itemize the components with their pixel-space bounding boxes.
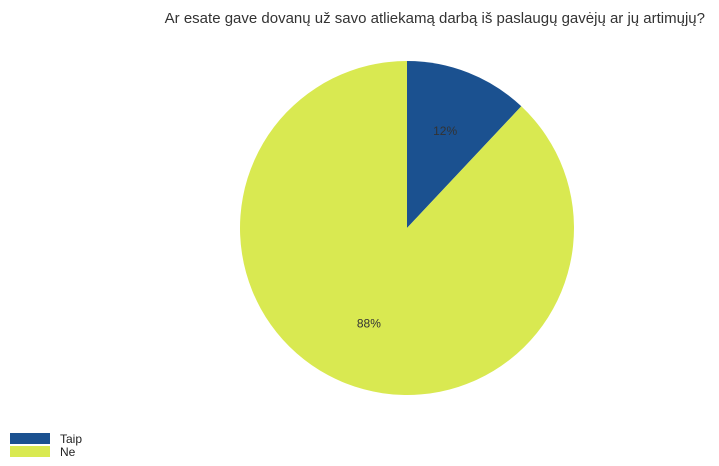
legend: Taip Ne <box>10 431 83 459</box>
legend-item-taip[interactable]: Taip <box>10 431 83 446</box>
legend-label-ne: Ne <box>60 444 76 459</box>
pie-slice-taip[interactable] <box>407 61 522 228</box>
legend-item-ne[interactable]: Ne <box>10 444 82 459</box>
pie-slice-ne[interactable] <box>240 61 575 395</box>
chart-title: Ar esate gave dovanų už savo atliekamą d… <box>164 10 705 27</box>
pie-label-ne: 88% <box>357 316 381 330</box>
pie-label-taip: 12% <box>433 124 457 138</box>
legend-label-taip: Taip <box>60 431 83 446</box>
legend-swatch-taip <box>10 433 50 444</box>
legend-swatch-ne <box>10 446 50 457</box>
